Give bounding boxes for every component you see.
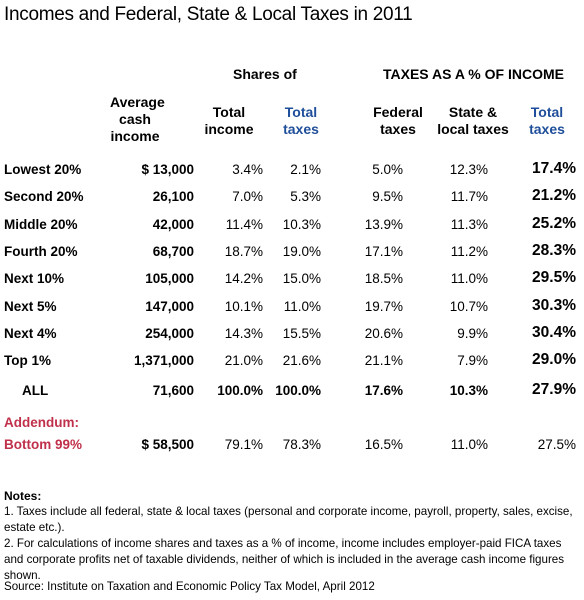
avg-income-cell: 147,000	[145, 299, 194, 314]
share-taxes-cell: 100.0%	[275, 383, 321, 398]
row-label: Lowest 20%	[4, 162, 82, 177]
share-income-cell: 21.0%	[224, 353, 263, 368]
source-note: Source: Institute on Taxation and Econom…	[4, 580, 375, 593]
federal-cell: 16.5%	[364, 437, 403, 452]
shares-of-header: Shares of	[233, 66, 297, 82]
notes-section: Notes: 1. Taxes include all federal, sta…	[4, 488, 582, 584]
avg-income-cell: 42,000	[152, 217, 194, 232]
avg-income-cell: 68,700	[152, 244, 194, 259]
total-income-header: Total income	[203, 104, 255, 138]
total-tax-cell: 29.5%	[532, 269, 576, 286]
state-local-cell: 7.9%	[457, 353, 488, 368]
total-tax-cell: 27.5%	[537, 437, 576, 452]
share-taxes-cell: 5.3%	[290, 189, 321, 204]
avg-income-cell: 26,100	[152, 189, 194, 204]
row-label: Next 10%	[4, 271, 65, 286]
federal-cell: 20.6%	[364, 326, 403, 341]
share-taxes-cell: 21.6%	[282, 353, 321, 368]
total-taxes-pct-header-line: taxes	[529, 121, 565, 137]
total-tax-cell: 25.2%	[532, 215, 576, 232]
share-income-cell: 10.1%	[224, 299, 263, 314]
row-label: ALL	[22, 383, 49, 398]
state-local-cell: 11.0%	[450, 271, 488, 286]
share-taxes-cell: 78.3%	[282, 437, 321, 452]
note-2: 2. For calculations of income shares and…	[4, 537, 565, 582]
total-income-header-line: income	[204, 121, 254, 137]
avg-income-cell: 105,000	[145, 271, 194, 286]
share-income-cell: 7.0%	[232, 189, 263, 204]
federal-cell: 19.7%	[364, 299, 403, 314]
federal-taxes-header-line: Federal	[373, 104, 423, 120]
share-taxes-cell: 15.0%	[282, 271, 321, 286]
total-taxes-share-header-line: Total	[284, 104, 318, 120]
share-income-cell: 3.4%	[232, 162, 263, 177]
state-local-taxes-header-line: State &	[448, 104, 498, 120]
avg-income-cell: 254,000	[145, 326, 194, 341]
row-label: Second 20%	[4, 189, 84, 204]
share-taxes-cell: 11.0%	[283, 299, 321, 314]
state-local-cell: 9.9%	[457, 326, 488, 341]
avg-income-cell: $ 58,500	[141, 437, 194, 452]
total-tax-cell: 17.4%	[532, 160, 576, 177]
addendum-label: Addendum:	[4, 415, 79, 430]
federal-cell: 5.0%	[372, 162, 403, 177]
federal-cell: 17.6%	[364, 383, 403, 398]
row-label: Top 1%	[4, 353, 51, 368]
row-label: Next 4%	[4, 326, 57, 341]
share-income-cell: 100.0%	[217, 383, 263, 398]
state-local-cell: 11.7%	[450, 189, 488, 204]
share-taxes-cell: 2.1%	[290, 162, 321, 177]
federal-cell: 18.5%	[364, 271, 403, 286]
row-label: Middle 20%	[4, 217, 78, 232]
avg-income-header-line: Average	[110, 94, 165, 110]
page-title: Incomes and Federal, State & Local Taxes…	[4, 4, 413, 25]
share-income-cell: 14.3%	[224, 326, 263, 341]
federal-taxes-header: Federal taxes	[368, 104, 428, 138]
row-label: Fourth 20%	[4, 244, 78, 259]
share-income-cell: 79.1%	[224, 437, 263, 452]
avg-income-cell: 1,371,000	[133, 353, 194, 368]
federal-cell: 9.5%	[372, 189, 403, 204]
taxes-pct-header: TAXES AS A % OF INCOME	[383, 66, 564, 82]
federal-cell: 13.9%	[364, 217, 403, 232]
avg-income-cell: 71,600	[152, 383, 194, 398]
state-local-cell: 11.0%	[450, 437, 488, 452]
row-label: Next 5%	[4, 299, 57, 314]
federal-cell: 17.1%	[364, 244, 403, 259]
share-income-cell: 14.2%	[224, 271, 263, 286]
share-income-cell: 18.7%	[224, 244, 263, 259]
total-taxes-pct-header-line: Total	[530, 104, 564, 120]
total-tax-cell: 28.3%	[532, 242, 576, 259]
state-local-cell: 10.3%	[449, 383, 488, 398]
share-taxes-cell: 10.3%	[282, 217, 321, 232]
addendum-row-label: Bottom 99%	[4, 437, 83, 452]
federal-taxes-header-line: taxes	[380, 121, 416, 137]
state-local-cell: 11.3%	[450, 217, 488, 232]
state-local-taxes-header: State & local taxes	[433, 104, 513, 138]
avg-income-header-line: income	[110, 128, 160, 144]
avg-income-cell: $ 13,000	[141, 162, 194, 177]
state-local-taxes-header-line: local taxes	[437, 121, 509, 137]
total-income-header-line: Total	[212, 104, 246, 120]
total-tax-cell: 29.0%	[532, 351, 576, 368]
state-local-cell: 10.7%	[449, 299, 488, 314]
state-local-cell: 12.3%	[449, 162, 488, 177]
avg-income-header: Average cash income	[110, 94, 165, 145]
share-income-cell: 11.4%	[225, 217, 263, 232]
note-1: 1. Taxes include all federal, state & lo…	[4, 505, 573, 534]
federal-cell: 21.1%	[364, 353, 403, 368]
share-taxes-cell: 15.5%	[282, 326, 321, 341]
share-taxes-cell: 19.0%	[282, 244, 321, 259]
state-local-cell: 11.2%	[450, 244, 488, 259]
total-taxes-share-header-line: taxes	[283, 121, 319, 137]
total-tax-cell: 30.3%	[532, 297, 576, 314]
total-taxes-share-header: Total taxes	[278, 104, 324, 138]
total-tax-cell: 30.4%	[532, 324, 576, 341]
total-taxes-pct-header: Total taxes	[524, 104, 570, 138]
notes-heading: Notes:	[4, 489, 42, 503]
avg-income-header-line: cash	[119, 111, 151, 127]
total-tax-cell: 27.9%	[532, 381, 576, 398]
total-tax-cell: 21.2%	[532, 187, 576, 204]
